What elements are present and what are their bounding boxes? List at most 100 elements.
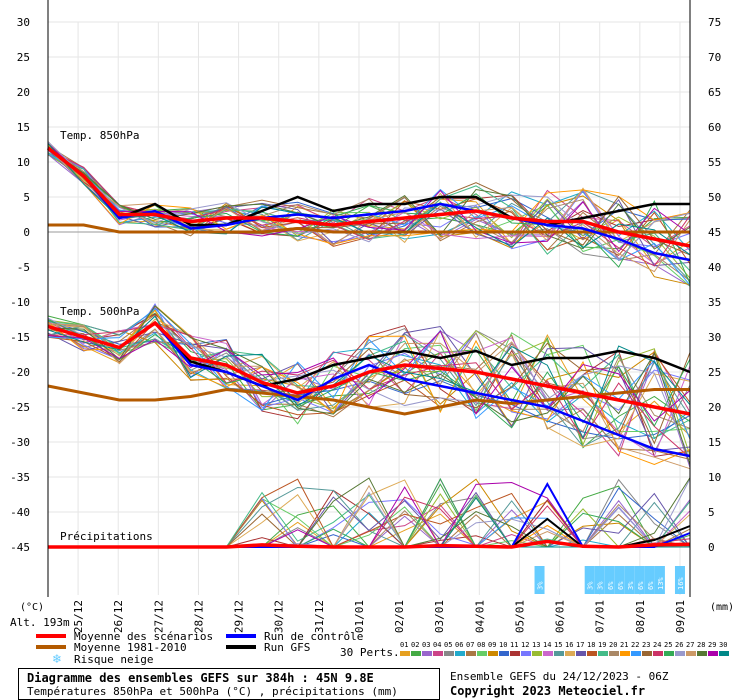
- left-tick-label: 5: [23, 191, 30, 204]
- legend-pert-id: 28: [697, 641, 705, 649]
- chart-title: Diagramme des ensembles GEFS sur 384h : …: [27, 671, 374, 685]
- legend-pert-swatch: [631, 651, 641, 656]
- right-unit-label: (mm): [710, 602, 734, 613]
- legend-pert-id: 25: [664, 641, 672, 649]
- member-t500-line: [47, 312, 691, 449]
- legend-pert-id: 03: [422, 641, 430, 649]
- right-tick-label: 50: [708, 191, 721, 204]
- chart-subtitle: Températures 850hPa et 500hPa (°C) , pré…: [27, 685, 398, 698]
- right-tick-label: 55: [708, 156, 721, 169]
- left-tick-label: 30: [17, 16, 30, 29]
- left-tick-label: -35: [10, 471, 30, 484]
- x-tick-label: 01/01: [353, 600, 366, 633]
- x-tick-label: 30/12: [273, 600, 286, 633]
- legend-pert-id: 05: [444, 641, 452, 649]
- member-t850-line: [47, 154, 691, 286]
- legend-pert-swatch: [455, 651, 465, 656]
- legend-climo-label: Moyenne 1981-2010: [74, 641, 187, 654]
- legend-pert-swatch: [642, 651, 652, 656]
- member-t500-line: [47, 323, 691, 433]
- snow-risk-pct: 16%: [677, 577, 685, 590]
- legend-pert-id: 14: [543, 641, 551, 649]
- legend-pert-id: 27: [686, 641, 694, 649]
- x-tick-label: 04/01: [473, 600, 486, 633]
- legend-pert-id: 17: [576, 641, 584, 649]
- copyright: Copyright 2023 Meteociel.fr: [450, 684, 646, 698]
- x-tick-label: 28/12: [192, 600, 205, 633]
- legend-pert-id: 11: [510, 641, 518, 649]
- left-tick-label: -45: [10, 541, 30, 554]
- legend-snow-label: Risque neige: [74, 653, 153, 666]
- legend-pert-swatch: [664, 651, 674, 656]
- snow-risk-bar: [674, 566, 685, 594]
- legend-pert-id: 10: [499, 641, 507, 649]
- gfs-t850-line: [47, 147, 690, 227]
- legend-pert-swatch: [719, 651, 729, 656]
- legend-pert-id: 13: [532, 641, 540, 649]
- legend-pert-swatch: [686, 651, 696, 656]
- legend-pert-id: 08: [477, 641, 485, 649]
- member-t500-line: [47, 330, 691, 422]
- legend-pert-swatch: [510, 651, 520, 656]
- right-tick-label: 75: [708, 16, 721, 29]
- snow-risk-pct: 6%: [647, 581, 655, 590]
- left-tick-label: 20: [17, 86, 30, 99]
- legend-pert-swatch: [477, 651, 487, 656]
- x-tick-label: 05/01: [513, 600, 526, 633]
- left-tick-label: 0: [23, 226, 30, 239]
- right-tick-label: 65: [708, 86, 721, 99]
- legend-pert-id: 01: [400, 641, 408, 649]
- legend-pert-swatch: [598, 651, 608, 656]
- control-t850-line: [47, 147, 691, 262]
- legend-control-label: Run de contrôle: [264, 630, 363, 643]
- left-tick-label: -20: [10, 366, 30, 379]
- snow-risk-bar: [644, 566, 655, 594]
- legend-pert-id: 12: [521, 641, 529, 649]
- legend-perts-label: 30 Perts.: [340, 646, 400, 659]
- legend-pert-id: 16: [565, 641, 573, 649]
- snow-risk-pct: 3%: [537, 581, 545, 590]
- legend-pert-id: 23: [642, 641, 650, 649]
- snow-risk-bar: [624, 566, 635, 594]
- left-unit-label: (°C): [20, 602, 44, 613]
- right-tick-label: 60: [708, 121, 721, 134]
- label-precip: Précipitations: [60, 530, 153, 543]
- left-tick-label: -5: [17, 261, 30, 274]
- member-t850-line: [47, 141, 691, 244]
- right-tick-label: 0: [708, 541, 715, 554]
- snow-risk-bar: [614, 566, 625, 594]
- legend-pert-id: 26: [675, 641, 683, 649]
- left-tick-label: 25: [17, 51, 30, 64]
- label-t500: Temp. 500hPa: [60, 305, 139, 318]
- legend-pert-swatch: [499, 651, 509, 656]
- left-tick-label: -10: [10, 296, 30, 309]
- left-tick-label: -15: [10, 331, 30, 344]
- legend-pert-id: 02: [411, 641, 419, 649]
- x-tick-label: 09/01: [674, 600, 687, 633]
- legend-pert-swatch: [609, 651, 619, 656]
- legend-pert-swatch: [466, 651, 476, 656]
- legend-pert-swatch: [653, 651, 663, 656]
- member-t500-line: [47, 305, 691, 465]
- x-tick-label: 03/01: [433, 600, 446, 633]
- snow-risk-bar: [604, 566, 615, 594]
- right-tick-label: 10: [708, 471, 721, 484]
- snow-risk-bar: [534, 566, 545, 594]
- snow-risk-pct: 6%: [637, 581, 645, 590]
- snow-risk-pct: 3%: [587, 581, 595, 590]
- x-tick-label: 25/12: [72, 600, 85, 633]
- x-tick-label: 07/01: [594, 600, 607, 633]
- legend-pert-id: 29: [708, 641, 716, 649]
- legend-pert-swatch: [620, 651, 630, 656]
- legend-pert-swatch: [565, 651, 575, 656]
- legend-pert-swatch: [521, 651, 531, 656]
- run-info: Ensemble GEFS du 24/12/2023 - 06Z: [450, 670, 669, 683]
- legend-pert-swatch: [587, 651, 597, 656]
- right-tick-label: 40: [708, 261, 721, 274]
- legend-pert-swatch: [400, 651, 410, 656]
- x-tick-label: 08/01: [634, 600, 647, 633]
- legend-pert-id: 09: [488, 641, 496, 649]
- legend-pert-id: 22: [631, 641, 639, 649]
